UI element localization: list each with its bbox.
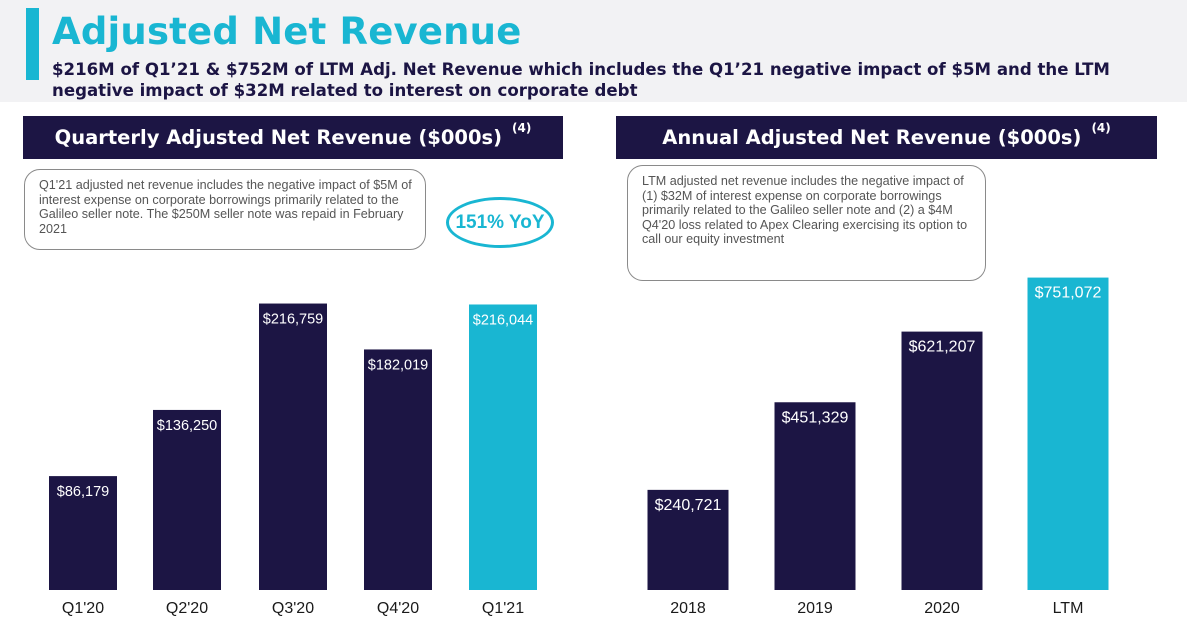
annual-tick-label-2020: 2020: [924, 600, 960, 617]
quarterly-tick-label-q1-20: Q1'20: [62, 600, 104, 617]
quarterly-data-label-q3-20: $216,759: [263, 312, 323, 328]
quarterly-data-label-q2-20: $136,250: [157, 418, 217, 434]
annual-data-label-ltm: $751,072: [1035, 285, 1102, 302]
annual-bar-2019: [774, 402, 856, 590]
annual-data-label-2020: $621,207: [909, 339, 976, 356]
annual-bar-2018: [647, 489, 729, 590]
annual-chart-title: Annual Adjusted Net Revenue ($000s): [662, 126, 1082, 149]
header-band: [0, 0, 1187, 102]
quarterly-tick-label-q3-20: Q3'20: [272, 600, 314, 617]
quarterly-data-label-q1-21: $216,044: [473, 312, 533, 328]
annual-data-label-2018: $240,721: [655, 497, 722, 514]
page-subtitle: $216M of Q1’21 & $752M of LTM Adj. Net R…: [52, 60, 1110, 100]
quarterly-tick-label-q2-20: Q2'20: [166, 600, 208, 617]
quarterly-note-box: Q1'21 adjusted net revenue includes the …: [24, 169, 426, 250]
annual-bar-2020: [901, 331, 983, 590]
quarterly-tick-label-q4-20: Q4'20: [377, 600, 419, 617]
yoy-growth-label: 151% YoY: [455, 211, 545, 233]
annual-tick-label-2019: 2019: [797, 600, 833, 617]
yoy-growth-badge: 151% YoY: [446, 197, 554, 248]
annual-bar-ltm: [1027, 277, 1109, 590]
annual-tick-label-2018: 2018: [670, 600, 706, 617]
annual-chart-header: Annual Adjusted Net Revenue ($000s) (4): [616, 116, 1157, 159]
quarterly-data-label-q1-20: $86,179: [57, 484, 109, 500]
annual-chart-footnote: (4): [1091, 120, 1111, 135]
page-title: Adjusted Net Revenue: [52, 10, 522, 53]
quarterly-bar-q1-21: [469, 304, 537, 590]
quarterly-bar-q4-20: [364, 349, 432, 590]
annual-note-box: LTM adjusted net revenue includes the ne…: [627, 165, 986, 281]
quarterly-data-label-q4-20: $182,019: [368, 357, 428, 373]
quarterly-bar-q1-20: [49, 476, 117, 590]
quarterly-bar-q3-20: [259, 303, 327, 590]
title-accent-bar: [26, 8, 39, 80]
quarterly-bar-q2-20: [153, 409, 221, 590]
quarterly-tick-label-q1-21: Q1'21: [482, 600, 524, 617]
annual-data-label-2019: $451,329: [782, 409, 849, 426]
annual-tick-label-ltm: LTM: [1053, 600, 1084, 617]
quarterly-chart-header: Quarterly Adjusted Net Revenue ($000s) (…: [23, 116, 563, 159]
quarterly-chart-footnote: (4): [512, 120, 532, 135]
quarterly-chart-title: Quarterly Adjusted Net Revenue ($000s): [54, 126, 503, 149]
